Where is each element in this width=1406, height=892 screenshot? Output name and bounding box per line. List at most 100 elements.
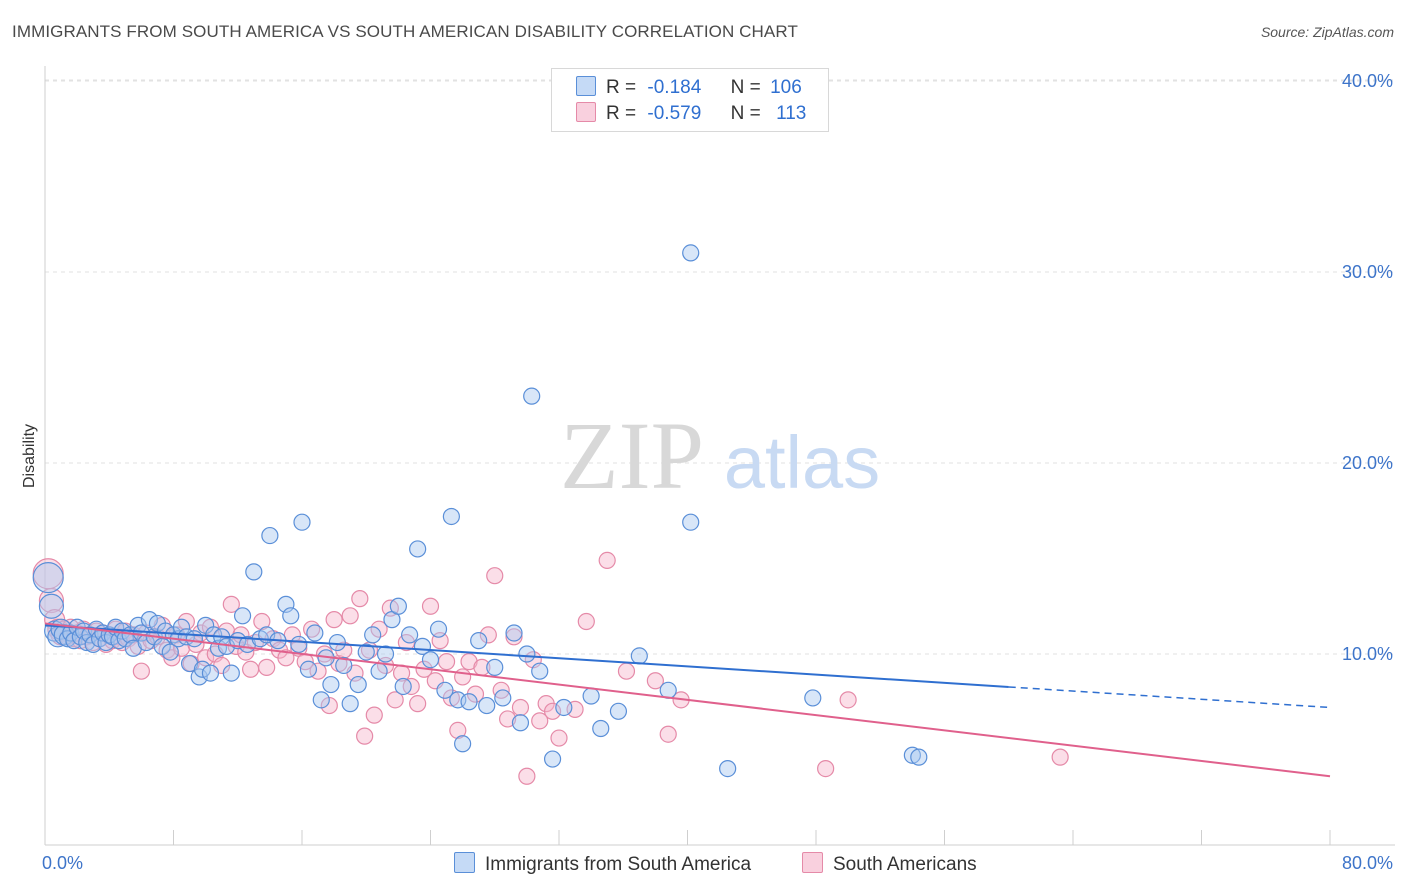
legend-swatch-pink [576,102,596,122]
data-point [245,563,263,581]
data-point [364,626,382,644]
data-point [454,668,472,686]
data-point [582,687,600,705]
data-point [659,725,677,743]
data-point [682,513,700,531]
y-tick-label: 30.0% [1342,262,1393,282]
data-point [518,767,536,785]
data-point [242,660,260,678]
data-point [646,672,664,690]
data-point [421,651,440,669]
data-point [449,721,467,740]
data-point [253,612,271,631]
data-point [325,611,343,629]
data-point [185,630,203,648]
data-point [511,714,530,732]
legend-swatch-blue [576,76,596,96]
bottom-legend-swatch-pink [802,852,823,873]
data-point [1051,748,1069,766]
data-point [682,244,700,262]
data-point [903,746,921,764]
data-point [38,593,65,619]
data-point [817,759,835,778]
x-tick-label: 80.0% [1342,853,1393,873]
data-point [140,611,159,629]
correlation-legend: R = -0.184 N = 106 R = -0.579 N = 113 [551,68,829,132]
data-point [486,567,504,585]
data-point [401,626,419,644]
data-point [609,702,628,720]
data-point [505,628,523,646]
chart-title: IMMIGRANTS FROM SOUTH AMERICA VS SOUTH A… [12,22,798,41]
legend-n-value: 113 [776,103,807,124]
data-point [409,695,427,713]
data-point [370,662,388,680]
data-point [193,660,212,678]
data-point [81,626,99,644]
legend-row-immigrants: R = -0.184 N = 106 [576,76,802,100]
data-point [518,645,536,663]
data-point [531,712,549,730]
watermark-zip: ZIP [560,402,704,509]
data-point [486,658,504,676]
data-point [32,561,64,594]
legend-n-value: 106 [770,77,802,98]
data-point [592,719,610,738]
data-point [531,662,549,680]
data-point [555,698,573,717]
data-point [290,635,308,654]
data-point [233,607,252,625]
data-point [156,622,175,640]
data-point [335,656,353,675]
data-point [222,664,240,682]
data-point [910,748,928,766]
data-point [306,624,324,642]
data-point [349,675,367,694]
data-point [328,633,346,652]
bottom-legend-label: Immigrants from South America [485,854,752,875]
data-point [523,387,541,405]
data-point [356,727,374,745]
data-point [386,691,404,709]
data-point [312,691,330,709]
data-point [277,649,295,667]
data-point [389,597,407,615]
immigrants-trend-line [44,624,1009,688]
data-point [421,597,440,615]
legend-r-label: R = [606,103,637,124]
data-point [429,620,448,638]
data-point [261,526,279,545]
y-axis-label: Disability [21,424,38,488]
y-tick-label: 20.0% [1342,453,1393,473]
axes [44,66,1395,846]
trend-lines [44,622,1331,778]
data-point [282,607,300,625]
data-point [839,691,857,709]
data-point [376,645,395,663]
data-point [543,750,562,768]
data-point [577,612,595,631]
data-point [543,702,562,720]
immigrants-trend-extension [1008,686,1331,709]
data-point [436,681,454,699]
data-point [132,662,150,680]
y-tick-label: 40.0% [1342,71,1393,91]
data-point [442,507,460,526]
x-tick-label: 0.0% [42,853,83,873]
data-point [293,513,311,531]
data-point [499,710,517,728]
bottom-legend-immigrants: Immigrants from South America [454,852,751,876]
bottom-legend-label: South Americans [833,854,977,875]
legend-r-value: -0.184 [647,77,702,98]
data-point [511,698,530,717]
data-point [454,735,472,753]
legend-r-label: R = [606,77,637,98]
y-tick-label: 10.0% [1342,644,1393,664]
data-point [478,696,496,715]
data-point [370,620,388,638]
data-point [598,551,616,570]
legend-n-label: N = [730,77,761,98]
data-point [630,647,648,665]
data-point [299,660,318,678]
